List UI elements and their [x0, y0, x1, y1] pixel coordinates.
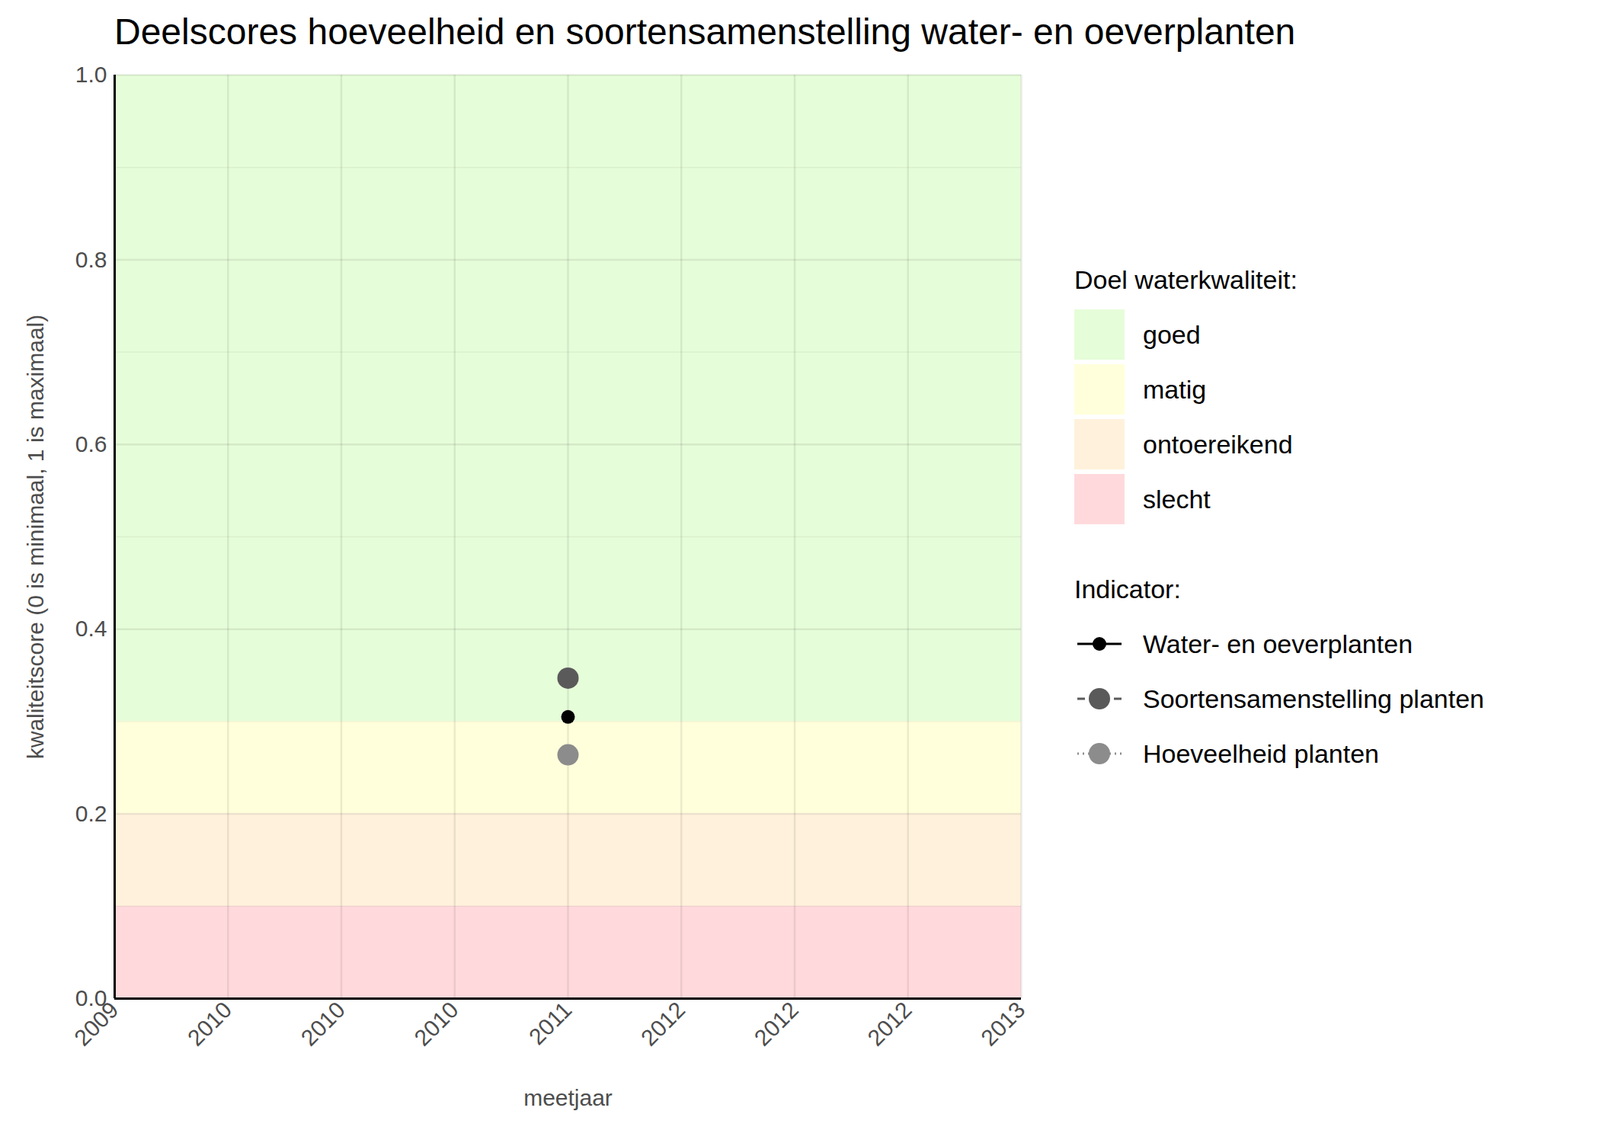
html-text:slecht: slecht — [1142, 484, 1211, 514]
svg-text:2011: 2011 — [524, 996, 577, 1050]
svg-text:2013: 2013 — [976, 996, 1031, 1051]
html-text:Hoeveelheid planten: Hoeveelheid planten — [1142, 738, 1380, 768]
svg-text:0.8: 0.8 — [75, 246, 108, 272]
svg-text:2012: 2012 — [862, 996, 917, 1051]
html-text:goed: goed — [1142, 319, 1201, 349]
svg-text:meetjaar: meetjaar — [523, 1084, 613, 1111]
svg-text:0.0: 0.0 — [75, 985, 108, 1011]
html-text:Indicator:: Indicator: — [1074, 574, 1181, 604]
svg-text:2009: 2009 — [69, 996, 124, 1051]
html-text:Deelscores hoeveelheid en soor: Deelscores hoeveelheid en soortensamenst… — [114, 11, 1296, 52]
svg-text:2010: 2010 — [295, 996, 350, 1051]
svg-text:0.4: 0.4 — [75, 615, 108, 641]
html-text:Water- en oeverplanten: Water- en oeverplanten — [1142, 628, 1413, 658]
html-text:Soortensamenstelling planten: Soortensamenstelling planten — [1142, 683, 1485, 713]
svg-text:0.6: 0.6 — [75, 431, 108, 457]
html-text:Doel waterkwaliteit:: Doel waterkwaliteit: — [1074, 265, 1298, 295]
svg-text:1.0: 1.0 — [75, 61, 108, 87]
html-text:matig: matig — [1142, 374, 1207, 404]
html-text:ontoereikend: ontoereikend — [1142, 429, 1293, 459]
svg-text:2012: 2012 — [748, 996, 804, 1051]
svg-text:2010: 2010 — [409, 996, 464, 1051]
svg-text:0.2: 0.2 — [75, 800, 108, 826]
svg-text:2012: 2012 — [636, 996, 691, 1051]
svg-text:kwaliteitscore (0 is minimaal,: kwaliteitscore (0 is minimaal, 1 is maxi… — [22, 314, 48, 759]
svg-text:2010: 2010 — [182, 996, 237, 1051]
